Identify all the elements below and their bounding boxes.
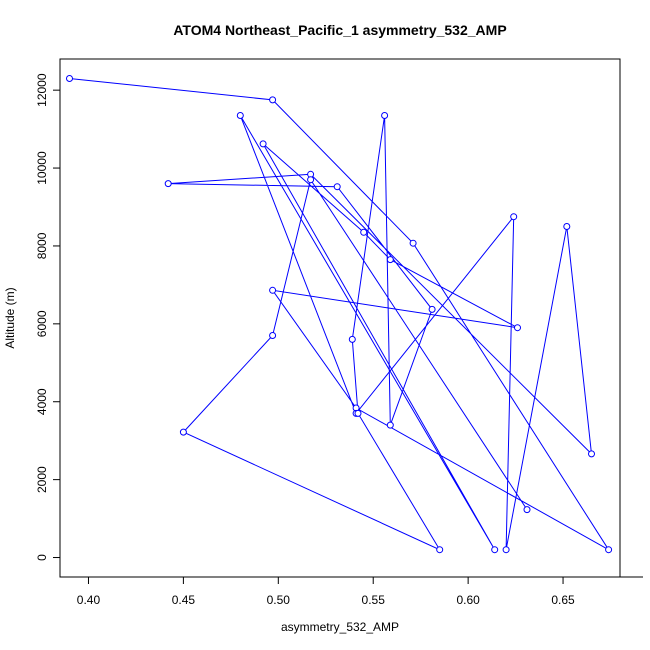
x-axis-label: asymmetry_532_AMP — [281, 620, 399, 634]
data-point — [360, 228, 368, 236]
y-tick-label: 12000 — [35, 73, 49, 107]
x-axis: 0.40 0.45 0.50 0.55 0.60 0.65 asymmetry_532_A… — [77, 576, 643, 634]
data-point — [386, 256, 394, 264]
x-ticks: 0.40 0.45 0.50 0.55 0.60 0.65 — [77, 577, 575, 607]
series-line — [69, 78, 610, 551]
data-point — [381, 112, 389, 119]
data-point — [386, 421, 394, 429]
data-point — [259, 140, 267, 148]
data-point — [236, 112, 244, 119]
x-tick-label: 0.55 — [362, 593, 386, 607]
series-layer — [66, 75, 613, 554]
y-tick-label: 2000 — [35, 466, 49, 493]
data-point — [523, 506, 531, 514]
y-tick-label: 0 — [35, 554, 49, 561]
data-point — [269, 332, 277, 339]
chart-title: ATOM4 Northeast_Pacific_1 asymmetry_532_… — [173, 22, 506, 38]
data-point — [269, 96, 277, 104]
data-point — [510, 213, 518, 221]
data-point — [307, 176, 315, 184]
x-tick-label: 0.40 — [77, 593, 101, 607]
data-point — [179, 428, 187, 436]
data-point — [348, 335, 356, 343]
data-point — [491, 546, 499, 554]
data-point — [66, 75, 73, 82]
y-axis-label: Altitude (m) — [3, 287, 17, 348]
y-axis: 0 2000 4000 6000 8000 10000 12000 Altitude (m) — [3, 73, 61, 561]
data-point — [502, 546, 510, 554]
x-tick-label: 0.60 — [456, 593, 480, 607]
x-tick-label: 0.45 — [172, 593, 196, 607]
data-point — [588, 450, 595, 458]
data-point — [409, 239, 417, 247]
data-point — [269, 286, 277, 294]
data-point — [428, 305, 436, 313]
y-ticks: 0 2000 4000 6000 8000 10000 12000 — [35, 73, 60, 561]
data-point — [563, 223, 571, 230]
y-tick-label: 4000 — [35, 388, 49, 415]
y-tick-label: 8000 — [35, 232, 49, 259]
data-point — [164, 180, 172, 188]
data-point — [333, 183, 341, 191]
data-point — [514, 324, 521, 332]
data-point — [605, 546, 613, 554]
plot-frame — [59, 58, 621, 578]
x-tick-label: 0.50 — [267, 593, 291, 607]
data-point — [436, 546, 444, 554]
y-tick-label: 10000 — [35, 151, 49, 185]
y-tick-label: 6000 — [35, 310, 49, 337]
data-point — [354, 409, 362, 417]
x-tick-label: 0.65 — [551, 593, 575, 607]
